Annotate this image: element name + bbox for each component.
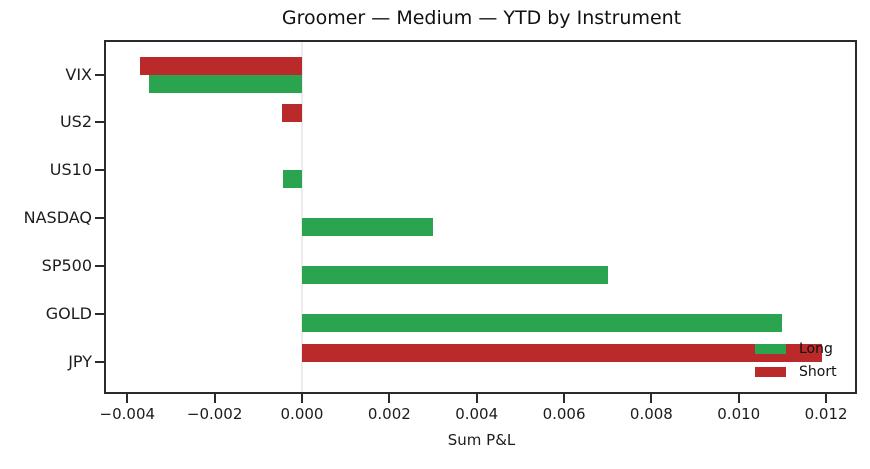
y-tick-mark [95,313,104,315]
chart-title: Groomer — Medium — YTD by Instrument [281,7,682,29]
x-tick-mark [563,394,566,403]
y-tick-mark [95,121,104,124]
y-tick-mark [95,73,104,76]
bar-long-us10 [282,170,302,189]
x-tick-label: 0.000 [280,405,324,423]
legend-label-long: Long [799,341,833,357]
x-tick-mark [737,394,740,403]
y-tick-label-jpy: JPY [68,351,92,371]
legend-swatch-long [755,344,786,354]
x-tick-label: 0.010 [717,405,761,423]
x-axis-label: Sum P&L [447,431,516,449]
x-tick-label: 0.008 [629,405,673,423]
bar-short-vix [140,56,302,75]
x-tick-label: 0.004 [455,405,499,423]
zero-gridline [301,42,303,392]
legend-label-short: Short [799,363,837,380]
y-tick-mark [95,360,104,363]
x-tick-mark [126,394,129,403]
x-tick-mark [301,394,303,403]
y-tick-mark [95,169,104,172]
y-tick-label-vix: VIX [65,64,92,84]
bar-long-vix [149,74,302,93]
y-tick-label-gold: GOLD [45,304,92,323]
x-tick-mark [650,394,653,403]
y-tick-label-us10: US10 [49,160,92,180]
bar-long-gold [302,314,783,332]
bar-short-us2 [281,104,302,123]
x-tick-mark [388,394,391,403]
y-tick-mark [95,265,104,268]
y-tick-mark [95,217,104,220]
y-tick-label-sp500: SP500 [41,256,92,276]
x-tick-mark [213,394,216,403]
bar-short-jpy [302,343,822,362]
x-tick-label: −0.002 [186,405,243,423]
x-tick-label: 0.012 [804,405,848,423]
legend-swatch-short [755,366,786,377]
y-tick-label-nasdaq: NASDAQ [23,208,92,228]
plot-area: Long Short [104,40,857,394]
y-tick-label-us2: US2 [59,112,92,132]
x-tick-label: 0.002 [367,405,411,423]
x-tick-mark [825,394,828,403]
x-tick-mark [475,394,478,403]
bar-long-sp500 [302,266,608,285]
bar-long-nasdaq [302,218,434,237]
x-tick-label: 0.006 [542,405,586,423]
x-tick-label: −0.004 [99,405,156,423]
